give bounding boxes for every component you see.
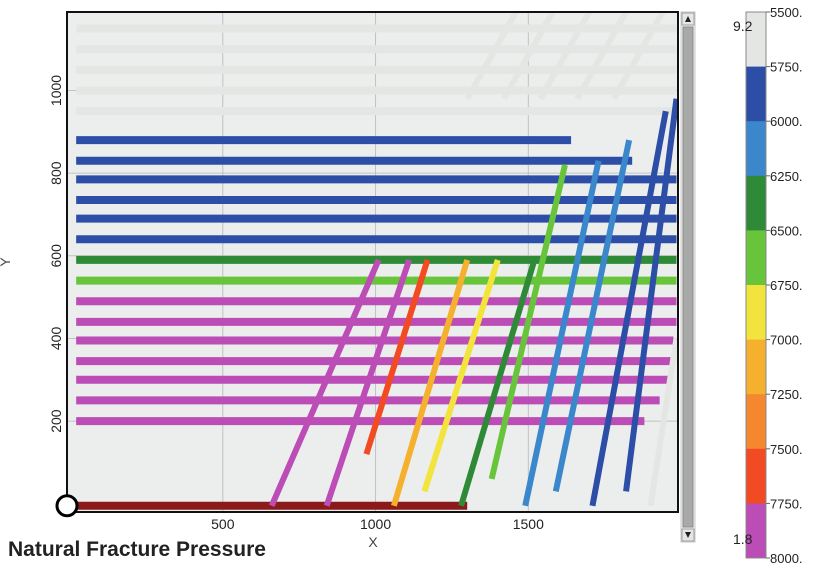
chart-caption: Natural Fracture Pressure bbox=[8, 538, 266, 561]
oblique-fracture-6 bbox=[488, 164, 568, 480]
oblique-fracture-0 bbox=[268, 258, 382, 507]
y-tick-label: 200 bbox=[48, 409, 64, 433]
legend-swatch-6 bbox=[746, 339, 766, 395]
legend-max-label: 9.2 bbox=[733, 18, 753, 34]
legend-tick-label: 7500. bbox=[770, 442, 803, 457]
x-tick-label: 1500 bbox=[513, 516, 544, 532]
legend-swatch-5 bbox=[746, 285, 766, 341]
oblique-fracture-10 bbox=[623, 98, 678, 492]
y-axis-label: Y bbox=[0, 257, 13, 267]
oblique-fracture-14 bbox=[537, 12, 593, 101]
legend-tick-label: 6250. bbox=[770, 169, 803, 184]
vertical-scrollbar[interactable] bbox=[680, 11, 696, 543]
legend-tick-label: 7750. bbox=[770, 496, 803, 511]
oblique-fracture-7 bbox=[522, 160, 602, 507]
legend-swatch-8 bbox=[746, 448, 766, 504]
scroll-down-icon bbox=[685, 532, 691, 538]
oblique-fracture-9 bbox=[589, 110, 669, 507]
legend-tick-label: 8000. bbox=[770, 551, 803, 566]
legend-tick-label: 6750. bbox=[770, 278, 803, 293]
legend-tick-label: 7250. bbox=[770, 387, 803, 402]
legend-tick-label: 7000. bbox=[770, 333, 803, 348]
color-legend: 5500. 5750. 6000. 6250. 6500. 6750. 7000. 7250.… bbox=[745, 5, 803, 566]
scroll-up-icon bbox=[685, 16, 691, 22]
legend-swatch-0 bbox=[746, 12, 766, 68]
oblique-fracture-11 bbox=[647, 337, 678, 507]
oblique-fracture-16 bbox=[611, 12, 666, 101]
y-tick-label: 600 bbox=[48, 244, 64, 268]
oblique-fracture-3 bbox=[391, 259, 471, 507]
oblique-fracture-12 bbox=[464, 12, 519, 101]
y-axis-ticks: 200 400 600 800 1000 bbox=[48, 75, 64, 433]
x-axis-ticks: 500 1000 1500 bbox=[211, 516, 544, 532]
legend-swatch-2 bbox=[746, 121, 766, 177]
oblique-fracture-5 bbox=[458, 259, 538, 507]
legend-tick-label: 5750. bbox=[770, 60, 803, 75]
plot-frame bbox=[66, 11, 679, 513]
x-tick-label: 500 bbox=[211, 516, 235, 532]
oblique-fracture-4 bbox=[421, 259, 501, 493]
legend-swatch-4 bbox=[746, 230, 766, 286]
oblique-fracture-13 bbox=[501, 12, 556, 101]
y-tick-label: 1000 bbox=[48, 75, 64, 106]
legend-tick-label: 6000. bbox=[770, 114, 803, 129]
x-tick-label: 1000 bbox=[360, 516, 391, 532]
oblique-fracture-1 bbox=[323, 258, 413, 507]
oblique-fracture-8 bbox=[552, 139, 633, 492]
oblique-fracture-2 bbox=[363, 259, 431, 456]
legend-swatch-9 bbox=[746, 503, 766, 559]
legend-min-label: 1.8 bbox=[733, 531, 753, 547]
y-tick-label: 800 bbox=[48, 161, 64, 185]
legend-tick-label: 6500. bbox=[770, 223, 803, 238]
oblique-fractures bbox=[268, 12, 678, 507]
legend-swatch-3 bbox=[746, 175, 766, 231]
y-tick-label: 400 bbox=[48, 327, 64, 351]
legend-tick-label: 5500. bbox=[770, 5, 803, 20]
oblique-fracture-15 bbox=[574, 12, 629, 101]
scrollbar-thumb[interactable] bbox=[682, 26, 694, 528]
well-marker[interactable] bbox=[55, 494, 79, 518]
x-axis-label: X bbox=[368, 534, 378, 550]
legend-swatch-1 bbox=[746, 66, 766, 122]
legend-swatch-7 bbox=[746, 394, 766, 450]
